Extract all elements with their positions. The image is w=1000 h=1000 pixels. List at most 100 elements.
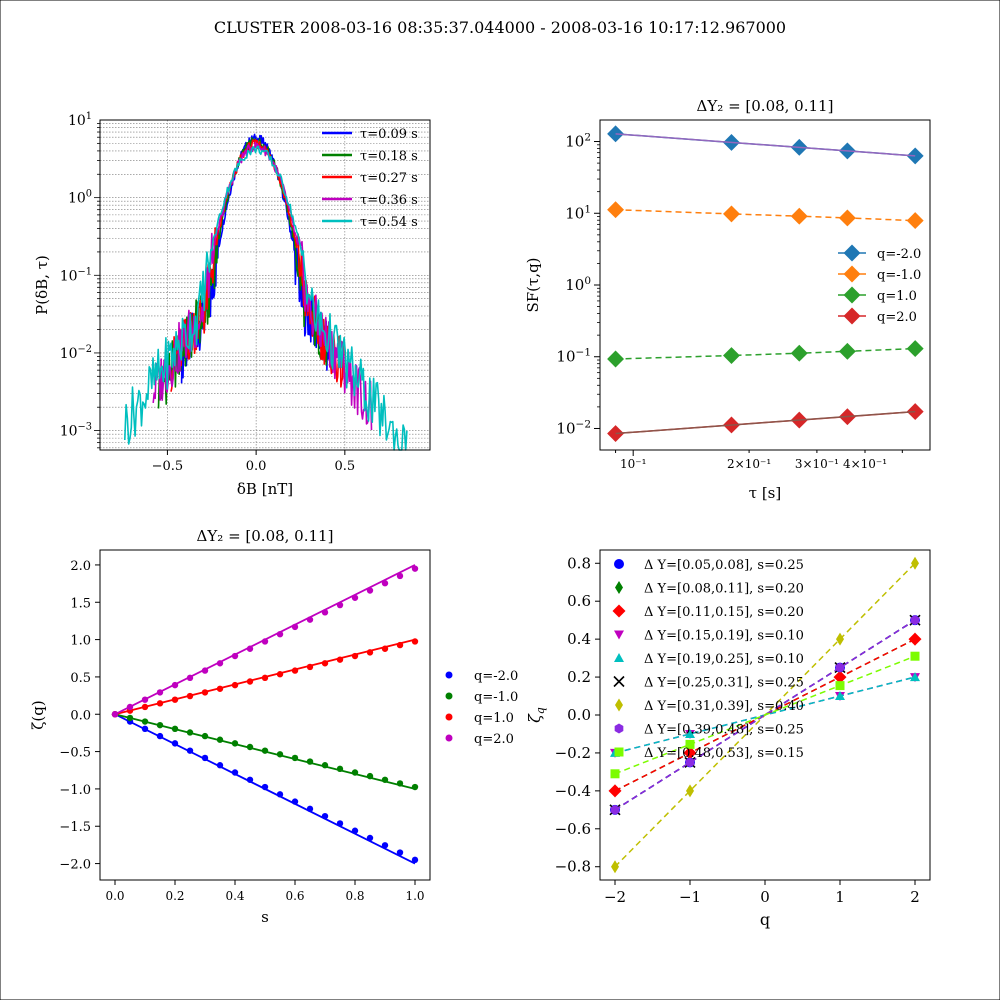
data-point <box>201 689 209 696</box>
data-point <box>306 805 314 813</box>
y-tick-label: −1.5 <box>59 820 91 835</box>
x-tick-label: 1.0 <box>405 889 424 903</box>
data-point <box>790 207 808 225</box>
data-point <box>141 725 149 733</box>
series-line-pdf <box>124 145 408 451</box>
data-point <box>366 772 374 780</box>
x-tick-label: 2×10⁻¹ <box>727 457 771 471</box>
panel-pdf: −0.5 0.0 0.5 101 100 10−1 10−2 10−3 δB [nT] P(δB,… <box>33 111 431 498</box>
legend-marker <box>843 286 861 304</box>
data-point <box>216 685 224 692</box>
data-point <box>141 703 149 711</box>
data-point <box>351 652 359 660</box>
data-point <box>276 671 284 678</box>
data-point <box>411 565 419 572</box>
data-point <box>351 594 359 601</box>
data-point <box>366 834 374 842</box>
x-tick-label: −2 <box>604 888 626 906</box>
data-point <box>156 689 164 696</box>
x-tick-label: 0.6 <box>285 889 304 903</box>
data-point <box>351 769 359 776</box>
legend-marker <box>445 713 453 721</box>
fit-line-sf <box>615 410 916 435</box>
y-tick-label: −0.2 <box>555 744 591 762</box>
data-point <box>321 660 329 667</box>
data-point <box>261 783 269 791</box>
data-point <box>291 754 299 762</box>
data-point <box>276 630 284 638</box>
y-tick-label: −0.8 <box>555 858 591 876</box>
data-point <box>201 667 209 674</box>
legend-marker <box>613 675 625 688</box>
legend-marker <box>843 244 861 262</box>
y-tick-label: 0.0 <box>567 706 591 724</box>
data-point <box>906 212 924 230</box>
legend-marker <box>445 692 453 700</box>
legend-marker <box>843 307 861 325</box>
data-point <box>836 632 844 646</box>
x-axis-label: s <box>261 908 269 926</box>
y-axis-label: SF(τ,q) <box>524 257 542 312</box>
y-tick-label: −2.0 <box>59 858 91 873</box>
data-point <box>411 638 419 645</box>
data-point <box>607 350 625 368</box>
data-point <box>306 616 314 623</box>
data-point <box>908 632 922 646</box>
data-point <box>723 205 740 223</box>
legend-label: q=1.0 <box>474 711 514 726</box>
y-tick-label: 2.0 <box>70 559 91 574</box>
legend-label: τ=0.09 s <box>360 127 418 142</box>
x-tick-label: 10⁻¹ <box>620 457 646 471</box>
data-point <box>321 812 329 820</box>
data-point <box>411 856 419 864</box>
data-point <box>835 662 845 673</box>
legend-marker <box>614 559 624 569</box>
y-axis-label: ζq <box>525 707 547 723</box>
x-tick-label: 0.0 <box>246 459 267 474</box>
data-point <box>216 736 224 743</box>
y-tick-label: 10−1 <box>556 347 591 366</box>
data-point <box>610 769 620 779</box>
panel-title: ΔY₂ = [0.08, 0.11] <box>697 97 834 115</box>
panel-zeta: ΔY₂ = [0.08, 0.11] 0.0 0.2 0.4 0.6 0.8 1.0 −2.0… <box>29 527 518 926</box>
legend-label: Δ Y=[0.11,0.15], s=0.20 <box>644 605 804 620</box>
y-tick-label: 10−2 <box>556 418 591 437</box>
data-point <box>910 672 920 682</box>
x-tick-label: 0 <box>760 888 770 906</box>
data-point <box>246 776 254 783</box>
legend-marker <box>843 265 861 283</box>
x-tick-label: 0.4 <box>225 889 244 903</box>
legend-label: q=1.0 <box>877 289 917 304</box>
data-point <box>261 674 269 682</box>
data-point <box>126 714 134 722</box>
y-tick-label: 0.4 <box>567 630 591 648</box>
data-point <box>833 670 847 684</box>
legend-label: Δ Y=[0.25,0.31], s=0.25 <box>644 676 804 691</box>
data-point <box>611 860 619 874</box>
legend-label: Δ Y=[0.08,0.11], s=0.20 <box>644 582 804 597</box>
y-tick-label: 0.8 <box>567 554 591 572</box>
data-point <box>141 718 149 725</box>
y-tick-label: 1.0 <box>70 634 91 649</box>
y-tick-label: −0.6 <box>555 820 591 838</box>
y-tick-label: −0.4 <box>555 782 591 800</box>
legend-label: τ=0.18 s <box>360 149 418 164</box>
y-tick-label: −0.5 <box>59 746 91 761</box>
data-point <box>231 740 239 747</box>
data-point <box>381 776 389 783</box>
data-point <box>381 580 389 587</box>
y-tick-label: 0.0 <box>70 708 91 723</box>
data-point <box>156 721 164 729</box>
legend-label: q=-2.0 <box>877 247 921 262</box>
data-point <box>838 342 856 360</box>
data-point <box>156 732 164 740</box>
x-tick-label: −1 <box>679 888 701 906</box>
data-point <box>336 656 344 663</box>
data-point <box>910 615 920 626</box>
data-point <box>607 125 625 143</box>
data-point <box>291 667 299 674</box>
legend-marker <box>445 671 453 679</box>
legend-label: Δ Y=[0.15,0.19], s=0.10 <box>644 629 804 644</box>
data-point <box>321 609 329 616</box>
